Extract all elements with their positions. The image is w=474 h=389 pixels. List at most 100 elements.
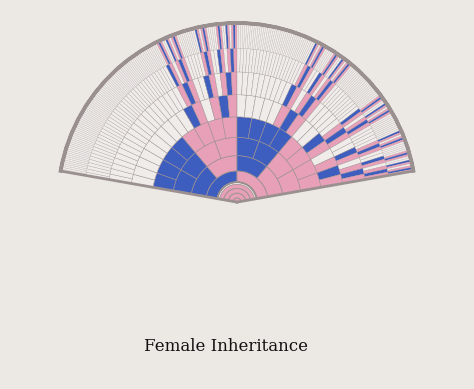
Wedge shape [204,51,211,75]
Wedge shape [306,102,325,123]
Wedge shape [66,151,90,159]
Wedge shape [90,156,113,166]
Wedge shape [71,136,94,146]
Wedge shape [99,131,121,145]
Wedge shape [91,152,114,163]
Wedge shape [198,76,209,100]
Wedge shape [160,41,172,63]
Wedge shape [145,49,159,71]
Wedge shape [338,106,359,123]
Wedge shape [363,162,386,171]
Wedge shape [247,25,251,49]
Wedge shape [69,143,92,152]
Wedge shape [242,72,248,95]
Wedge shape [385,156,409,164]
Wedge shape [103,84,122,101]
Wedge shape [237,25,239,48]
Wedge shape [95,140,118,152]
Wedge shape [113,74,131,92]
Wedge shape [246,72,254,96]
Wedge shape [177,84,191,107]
Wedge shape [121,98,141,116]
Wedge shape [275,30,283,54]
Wedge shape [318,51,333,72]
Wedge shape [284,59,296,82]
Wedge shape [192,78,205,101]
Wedge shape [367,107,388,121]
Wedge shape [149,102,168,123]
Wedge shape [119,142,142,157]
Wedge shape [178,34,188,57]
Wedge shape [257,26,262,50]
Wedge shape [266,101,283,125]
Wedge shape [126,62,142,82]
Wedge shape [75,127,98,138]
Wedge shape [89,159,112,168]
Wedge shape [269,28,275,52]
Wedge shape [339,163,363,174]
Wedge shape [113,158,136,170]
Wedge shape [117,70,134,89]
Wedge shape [257,166,283,197]
Wedge shape [155,126,177,147]
Wedge shape [288,34,298,58]
Wedge shape [231,25,234,48]
Wedge shape [325,56,340,77]
Wedge shape [386,158,410,166]
Wedge shape [386,160,410,167]
Wedge shape [324,55,339,76]
Wedge shape [191,54,201,78]
Wedge shape [336,66,353,86]
Wedge shape [387,162,410,169]
Wedge shape [307,44,319,66]
Wedge shape [94,143,117,155]
Wedge shape [115,106,136,123]
Wedge shape [102,85,121,102]
Wedge shape [64,158,88,166]
Wedge shape [251,73,260,96]
Wedge shape [131,89,149,108]
Wedge shape [327,58,342,78]
Wedge shape [117,147,140,161]
Wedge shape [364,166,387,174]
Wedge shape [76,125,98,137]
Wedge shape [219,25,224,49]
Wedge shape [378,132,401,143]
Wedge shape [202,27,209,51]
Wedge shape [152,46,164,67]
Wedge shape [239,25,241,48]
Wedge shape [246,49,250,72]
Wedge shape [388,169,412,175]
Wedge shape [301,40,312,63]
Wedge shape [360,95,380,111]
Wedge shape [158,42,171,64]
Wedge shape [282,58,293,81]
Wedge shape [149,74,164,95]
Wedge shape [283,33,292,56]
Wedge shape [111,75,129,93]
Wedge shape [276,56,286,79]
Wedge shape [79,118,101,131]
Wedge shape [341,71,358,90]
Wedge shape [278,31,287,54]
Wedge shape [355,88,374,105]
Wedge shape [113,109,134,125]
Wedge shape [182,128,205,152]
Wedge shape [358,146,382,158]
Wedge shape [195,141,221,166]
Wedge shape [158,95,175,117]
Wedge shape [86,107,107,121]
Wedge shape [64,162,87,169]
Wedge shape [162,92,179,114]
Wedge shape [105,82,124,100]
Wedge shape [280,109,299,132]
Wedge shape [87,105,108,119]
Wedge shape [121,137,144,152]
Wedge shape [90,100,111,115]
Wedge shape [203,75,214,98]
Wedge shape [222,117,237,138]
Wedge shape [307,140,330,159]
Wedge shape [380,136,403,146]
Wedge shape [188,56,198,79]
Wedge shape [189,30,197,54]
